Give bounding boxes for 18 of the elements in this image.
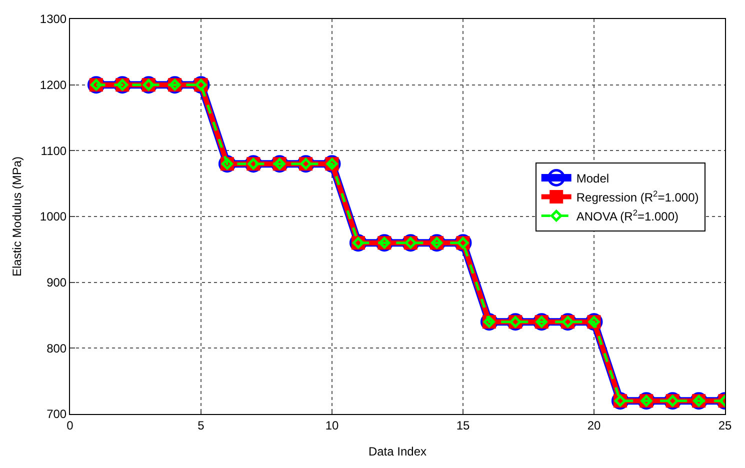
y-axis-title: Elastic Modulus (MPa) bbox=[10, 156, 24, 277]
y-tick-label: 1000 bbox=[40, 210, 67, 224]
y-tick-label: 900 bbox=[46, 276, 67, 290]
x-tick-label: 25 bbox=[718, 418, 732, 432]
x-tick-label: 10 bbox=[325, 418, 339, 432]
legend-label: Regression (R$^{2}$=1.000) bbox=[576, 188, 699, 204]
y-tick-label: 800 bbox=[46, 341, 67, 356]
x-tick-label: 5 bbox=[198, 418, 205, 432]
x-tick-label: 15 bbox=[456, 418, 470, 432]
x-axis-title: Data Index bbox=[368, 444, 427, 458]
y-tick-label: 1300 bbox=[40, 12, 67, 26]
x-tick-label: 20 bbox=[587, 418, 601, 432]
legend-label: Model bbox=[576, 171, 610, 186]
y-tick-label: 1100 bbox=[40, 144, 67, 158]
legend-label: ANOVA (R$^{2}$=1.000) bbox=[576, 207, 679, 224]
y-tick-label: 700 bbox=[46, 407, 67, 422]
y-tick-label: 1200 bbox=[40, 78, 67, 92]
x-tick-label: 0 bbox=[66, 418, 74, 432]
